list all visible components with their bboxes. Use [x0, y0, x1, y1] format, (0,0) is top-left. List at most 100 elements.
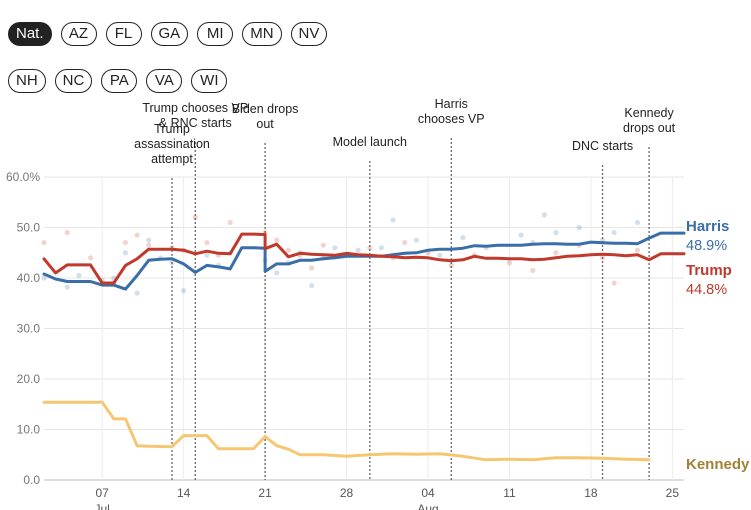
annotation-label: Trump chooses VP — [142, 101, 248, 115]
series-line-trump — [42, 232, 686, 285]
state-tab-nc[interactable]: NC — [54, 69, 93, 93]
poll-dot-trump — [192, 214, 198, 220]
x-tick-month-label: Aug — [417, 502, 438, 510]
x-tick-label: 11 — [503, 486, 516, 500]
state-tab-nv[interactable]: NV — [290, 22, 328, 46]
state-tab-wi[interactable]: WI — [191, 69, 228, 93]
poll-dot-trump — [553, 250, 559, 256]
poll-dot-trump — [64, 229, 70, 236]
poll-dot-harris — [309, 282, 315, 289]
poll-dot-trump — [506, 260, 513, 266]
state-tab-mi[interactable]: MI — [197, 22, 234, 46]
series-line-harris — [42, 231, 686, 291]
poll-dot-harris — [390, 217, 396, 223]
poll-dot-trump — [402, 240, 408, 246]
state-tab-ga[interactable]: GA — [150, 22, 189, 46]
series-value-label: 44.8% — [686, 282, 727, 298]
poll-dot-trump — [285, 247, 291, 253]
poll-dot-harris — [378, 245, 385, 251]
y-tick-label: 0.0 — [23, 473, 40, 487]
poll-dot-trump — [122, 240, 129, 246]
annotation-label: chooses VP — [418, 112, 485, 126]
y-tick-label: 30.0 — [17, 322, 41, 336]
poll-dot-harris — [541, 212, 547, 218]
poll-dot-harris — [518, 232, 524, 238]
y-tick-label: 40.0 — [17, 271, 41, 285]
y-tick-label: 60.0% — [6, 170, 40, 184]
poll-dot-trump — [227, 219, 233, 226]
x-tick-label: 04 — [421, 486, 435, 500]
state-tab-va[interactable]: VA — [146, 69, 183, 93]
poll-dot-trump — [611, 280, 617, 286]
poll-dot-trump — [134, 232, 140, 238]
annotation-label: & RNC starts — [159, 116, 232, 130]
state-tab-nat[interactable]: Nat. — [8, 22, 52, 46]
poll-dot-trump — [204, 240, 210, 246]
poll-dot-trump — [309, 265, 315, 271]
annotation-label: assassination — [134, 137, 210, 151]
poll-dot-harris — [332, 245, 338, 251]
poll-dot-trump — [41, 240, 47, 246]
poll-dot-harris — [553, 229, 559, 236]
annotation-label: Trump — [154, 122, 190, 136]
annotation-label: Kennedy — [624, 106, 674, 120]
poll-dot-harris — [41, 275, 47, 281]
poll-dot-harris — [169, 260, 175, 266]
poll-dot-harris — [437, 252, 443, 258]
poll-dot-harris — [64, 284, 70, 290]
poll-dot-harris — [576, 224, 582, 231]
poll-dot-harris — [634, 219, 641, 226]
poll-dot-trump — [146, 242, 152, 248]
y-tick-label: 50.0 — [17, 221, 41, 235]
annotation-label: DNC starts — [572, 139, 633, 153]
state-tab-fl[interactable]: FL — [105, 22, 142, 46]
series-name-label: Kennedy — [686, 456, 750, 473]
state-tab-nh[interactable]: NH — [8, 69, 46, 93]
poll-dot-harris — [204, 252, 210, 258]
poll-dot-trump — [367, 245, 373, 251]
x-tick-label: 21 — [258, 486, 272, 500]
poll-dot-harris — [146, 237, 152, 243]
y-tick-label: 20.0 — [17, 372, 41, 386]
x-tick-label: 18 — [584, 486, 598, 500]
poll-dot-harris — [611, 229, 617, 236]
poll-dot-trump — [530, 267, 536, 274]
annotation-label: out — [256, 117, 274, 131]
poll-dot-harris — [355, 247, 361, 253]
poll-dot-trump — [87, 255, 94, 261]
poll-dot-trump — [320, 242, 326, 248]
series-value-label: 48.9% — [686, 238, 727, 254]
annotation-label: Biden drops — [232, 102, 299, 116]
poll-dot-trump — [274, 237, 280, 243]
annotation-label: attempt — [151, 152, 193, 166]
annotation-lines — [171, 138, 650, 480]
series-line-kennedy — [42, 400, 651, 462]
chart-text-layer: 0.0 10.0 20.0 30.0 40.0 50.0 60.0% 07 Jul 14 21 28 0… — [6, 97, 750, 510]
state-tab-az[interactable]: AZ — [60, 22, 97, 46]
poll-dot-harris — [134, 290, 140, 296]
series-layer — [42, 231, 686, 462]
poll-dot-harris — [460, 235, 466, 241]
y-tick-label: 10.0 — [17, 423, 41, 437]
poll-dot-harris — [181, 288, 187, 294]
poll-dot-harris — [76, 272, 82, 279]
x-tick-label: 14 — [177, 486, 191, 500]
poll-dot-harris — [413, 237, 419, 243]
x-tick-month-label: Jul — [95, 502, 110, 510]
poll-dot-trump — [448, 262, 454, 268]
poll-dot-harris — [122, 250, 129, 256]
series-name-label: Harris — [686, 218, 729, 235]
state-tabs-row-1: Nat. AZ FL GA MI MN NV — [8, 22, 328, 46]
grid-layer — [44, 176, 684, 481]
annotation-label: Harris — [435, 97, 468, 111]
series-name-label: Trump — [686, 262, 732, 279]
annotation-label: Model launch — [333, 135, 407, 149]
poll-dot-harris — [274, 270, 280, 276]
state-tab-pa[interactable]: PA — [101, 69, 138, 93]
x-tick-label: 07 — [96, 486, 110, 500]
x-tick-label: 25 — [666, 486, 680, 500]
state-tabs-row-2: NH NC PA VA WI — [8, 69, 228, 93]
state-tab-mn[interactable]: MN — [242, 22, 282, 46]
x-tick-label: 28 — [340, 486, 354, 500]
